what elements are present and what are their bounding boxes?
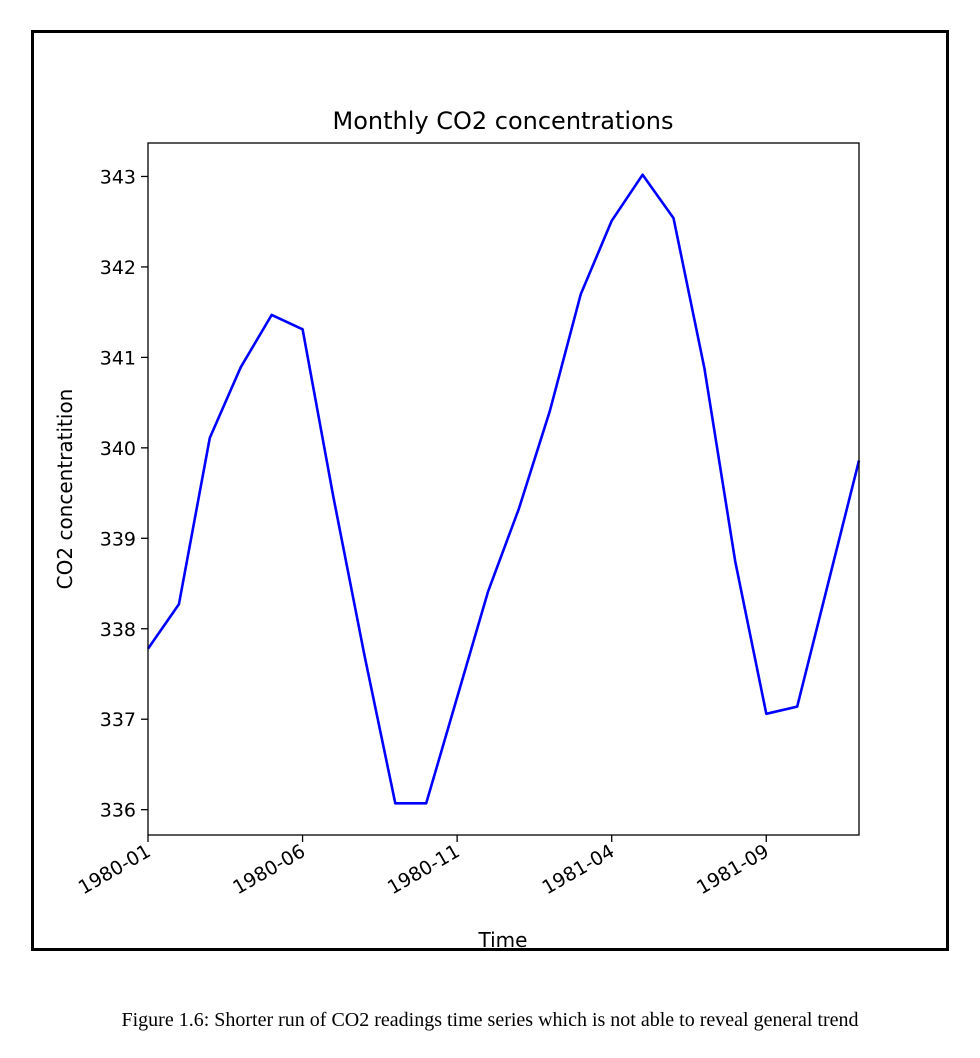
chart-title: Monthly CO2 concentrations (333, 107, 674, 135)
y-tick-label: 337 (100, 709, 136, 731)
y-tick-label: 341 (100, 347, 136, 369)
plot-area (146, 173, 861, 805)
y-tick-label: 343 (100, 166, 136, 188)
figure-frame (31, 30, 949, 951)
y-tick-label: 342 (100, 257, 136, 279)
axes-frame (147, 142, 860, 836)
x-tick-label: 1980-11 (384, 840, 464, 899)
series-line-0 (146, 173, 861, 805)
y-axis-label: CO2 concentratition (53, 389, 77, 590)
x-axis: 1980-01 1980-06 1980-11 1981-04 1981-09 (75, 835, 773, 899)
line-chart: Monthly CO2 concentrations 1980-01 1980-0… (53, 107, 861, 952)
x-axis-label: Time (478, 928, 528, 952)
y-tick-label: 340 (100, 438, 136, 460)
y-tick-label: 336 (100, 800, 136, 822)
y-tick-label: 339 (100, 528, 136, 550)
figure-caption: Figure 1.6: Shorter run of CO2 readings … (121, 1009, 859, 1031)
y-tick-label: 338 (100, 619, 136, 641)
x-tick-label: 1980-01 (75, 840, 155, 899)
y-axis: 336 337 338 339 340 341 342 343 (100, 166, 148, 822)
x-tick-label: 1981-09 (693, 840, 773, 899)
x-tick-label: 1980-06 (229, 840, 309, 899)
x-tick-label: 1981-04 (538, 840, 618, 899)
